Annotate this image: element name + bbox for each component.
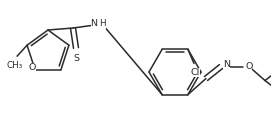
- Text: O: O: [28, 63, 36, 72]
- Text: N: N: [91, 20, 98, 28]
- Text: H: H: [99, 20, 106, 28]
- Text: Cl: Cl: [190, 68, 200, 78]
- Text: S: S: [73, 54, 79, 63]
- Text: N: N: [223, 60, 230, 69]
- Text: CH₃: CH₃: [7, 61, 23, 70]
- Text: O: O: [245, 62, 252, 71]
